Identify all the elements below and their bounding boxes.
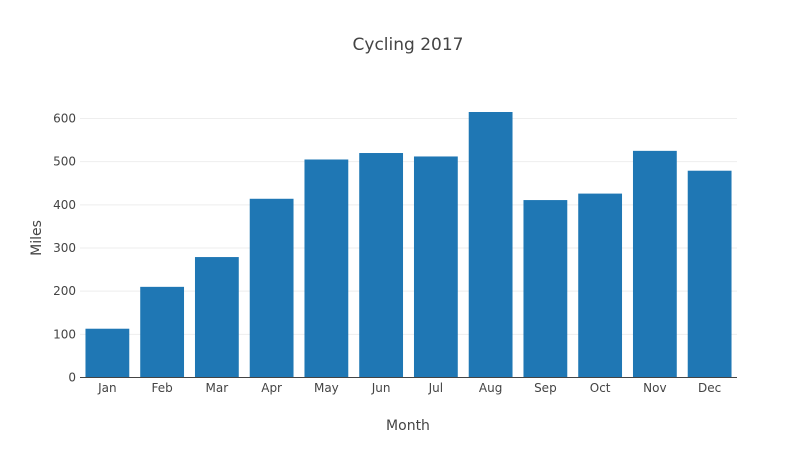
bar-sep bbox=[523, 200, 568, 378]
grid-lines bbox=[80, 117, 737, 335]
x-tick-label: Jan bbox=[97, 381, 117, 395]
bar-jun bbox=[359, 153, 404, 378]
axes: 0 100 200 300 400 500 600 Jan Feb Mar Apr May Jun Jul… bbox=[53, 111, 737, 395]
bar-apr bbox=[249, 198, 294, 378]
y-tick-label: 500 bbox=[53, 155, 76, 169]
bar-aug bbox=[468, 112, 513, 378]
bar-feb bbox=[140, 286, 185, 378]
bar-mar bbox=[194, 257, 239, 378]
y-tick-label: 400 bbox=[53, 198, 76, 212]
x-tick-label: Feb bbox=[152, 381, 173, 395]
bar-oct bbox=[578, 193, 623, 378]
x-tick-label: Aug bbox=[479, 381, 502, 395]
x-tick-label: Mar bbox=[206, 381, 229, 395]
x-tick-label: Nov bbox=[643, 381, 666, 395]
bar-jul bbox=[413, 156, 458, 378]
x-tick-label: May bbox=[314, 381, 339, 395]
bar-nov bbox=[632, 150, 677, 378]
chart-title: Cycling 2017 bbox=[353, 35, 464, 55]
bar-jan bbox=[85, 328, 130, 378]
x-tick-label: Oct bbox=[590, 381, 611, 395]
y-tick-label: 300 bbox=[53, 241, 76, 255]
x-tick-label: Sep bbox=[534, 381, 557, 395]
y-axis-title: Miles bbox=[29, 220, 45, 256]
bar-may bbox=[304, 159, 349, 378]
x-tick-label: Jul bbox=[428, 381, 443, 395]
y-tick-label: 600 bbox=[53, 111, 76, 125]
bars bbox=[85, 112, 732, 378]
x-axis-title: Month bbox=[386, 418, 430, 434]
x-tick-label: Jun bbox=[371, 381, 391, 395]
y-tick-label: 200 bbox=[53, 284, 76, 298]
x-tick-label: Dec bbox=[698, 381, 721, 395]
bar-dec bbox=[687, 170, 732, 378]
x-tick-label: Apr bbox=[261, 381, 282, 395]
y-tick-label: 100 bbox=[53, 327, 76, 341]
y-tick-label: 0 bbox=[68, 371, 76, 385]
